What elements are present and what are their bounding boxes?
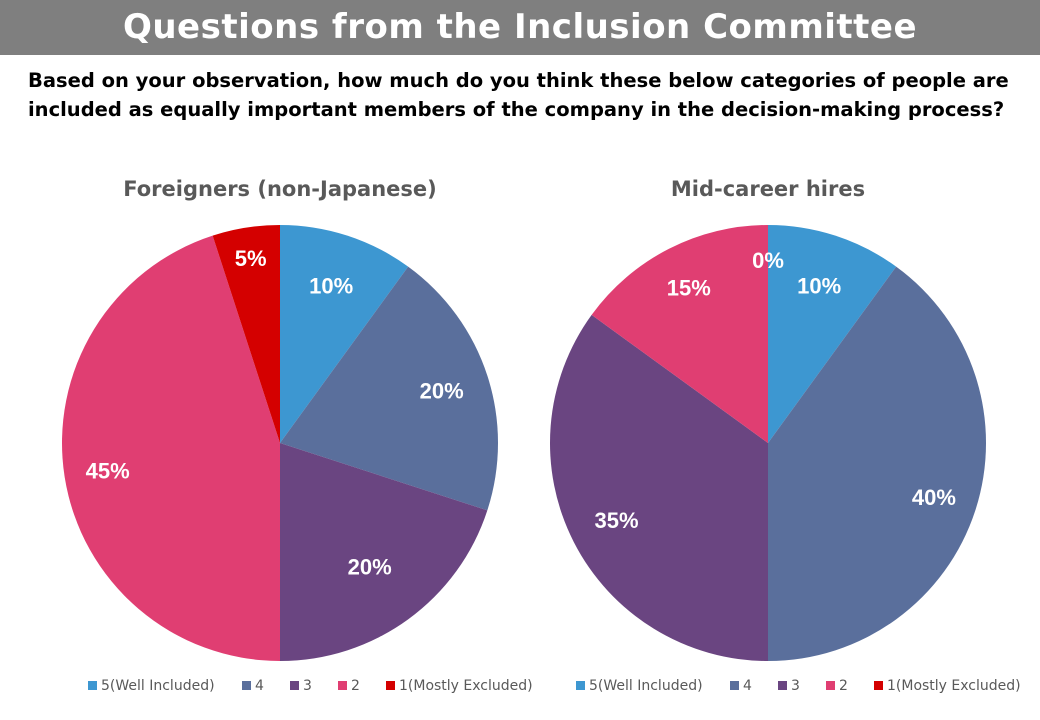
legend-swatch xyxy=(386,681,395,690)
legend-swatch xyxy=(874,681,883,690)
legend-label: 3 xyxy=(303,678,312,694)
slice-label: 10% xyxy=(309,273,353,298)
survey-question: Based on your observation, how much do y… xyxy=(28,69,1009,121)
slice-label: 20% xyxy=(420,379,464,404)
legend-label: 2 xyxy=(839,678,848,694)
legend-label: 4 xyxy=(743,678,752,694)
slice-label: 0% xyxy=(752,248,784,273)
legend-swatch xyxy=(576,681,585,690)
legend-swatch xyxy=(88,681,97,690)
chart-foreigners: Foreigners (non-Japanese) 10% 20% 20% 45% 5%… xyxy=(61,177,533,694)
pie-slice xyxy=(768,224,897,443)
slice-labels: 10% 40% 35% 15% 0% xyxy=(594,248,955,533)
legend-label: 5(Well Included) xyxy=(101,678,215,694)
legend-label: 1(Mostly Excluded) xyxy=(399,678,533,694)
pie-slice xyxy=(549,314,768,661)
pie-slice xyxy=(280,224,409,443)
chart-title: Foreigners (non-Japanese) xyxy=(123,177,436,201)
pie-slice xyxy=(591,225,768,443)
slice-labels: 10% 20% 20% 45% 5% xyxy=(86,246,464,580)
pie-slice xyxy=(61,235,281,662)
legend-label: 4 xyxy=(255,678,264,694)
pie-slice xyxy=(768,266,987,661)
pie-slice xyxy=(280,266,499,511)
pie-slices xyxy=(549,224,987,661)
legend-label: 2 xyxy=(351,678,360,694)
legend-swatch xyxy=(730,681,739,690)
legend-swatch xyxy=(242,681,251,690)
legend-label: 1(Mostly Excluded) xyxy=(887,678,1021,694)
slice-label: 35% xyxy=(594,508,638,533)
chart-legend: 5(Well Included) 4 3 2 1(Mostly Excluded) xyxy=(576,678,1021,694)
legend-swatch xyxy=(338,681,347,690)
chart-legend: 5(Well Included) 4 3 2 1(Mostly Excluded) xyxy=(88,678,533,694)
legend-swatch xyxy=(826,681,835,690)
chart-mid-career: Mid-career hires 10% 40% 35% 15% 0% 5(Well I… xyxy=(549,177,1021,694)
legend-label: 3 xyxy=(791,678,800,694)
slice-label: 20% xyxy=(348,555,392,580)
pie-slice xyxy=(280,443,488,661)
slice-label: 10% xyxy=(797,273,841,298)
legend-label: 5(Well Included) xyxy=(589,678,703,694)
legend-swatch xyxy=(290,681,299,690)
slice-label: 40% xyxy=(912,485,956,510)
pie-slice xyxy=(212,225,280,443)
legend-swatch xyxy=(778,681,787,690)
slice-label: 15% xyxy=(667,276,711,301)
pie-slices xyxy=(61,224,499,662)
slice-label: 45% xyxy=(86,458,130,483)
page-title-banner: Questions from the Inclusion Committee xyxy=(0,0,1040,55)
chart-title: Mid-career hires xyxy=(671,177,865,201)
slice-label: 5% xyxy=(235,246,267,271)
